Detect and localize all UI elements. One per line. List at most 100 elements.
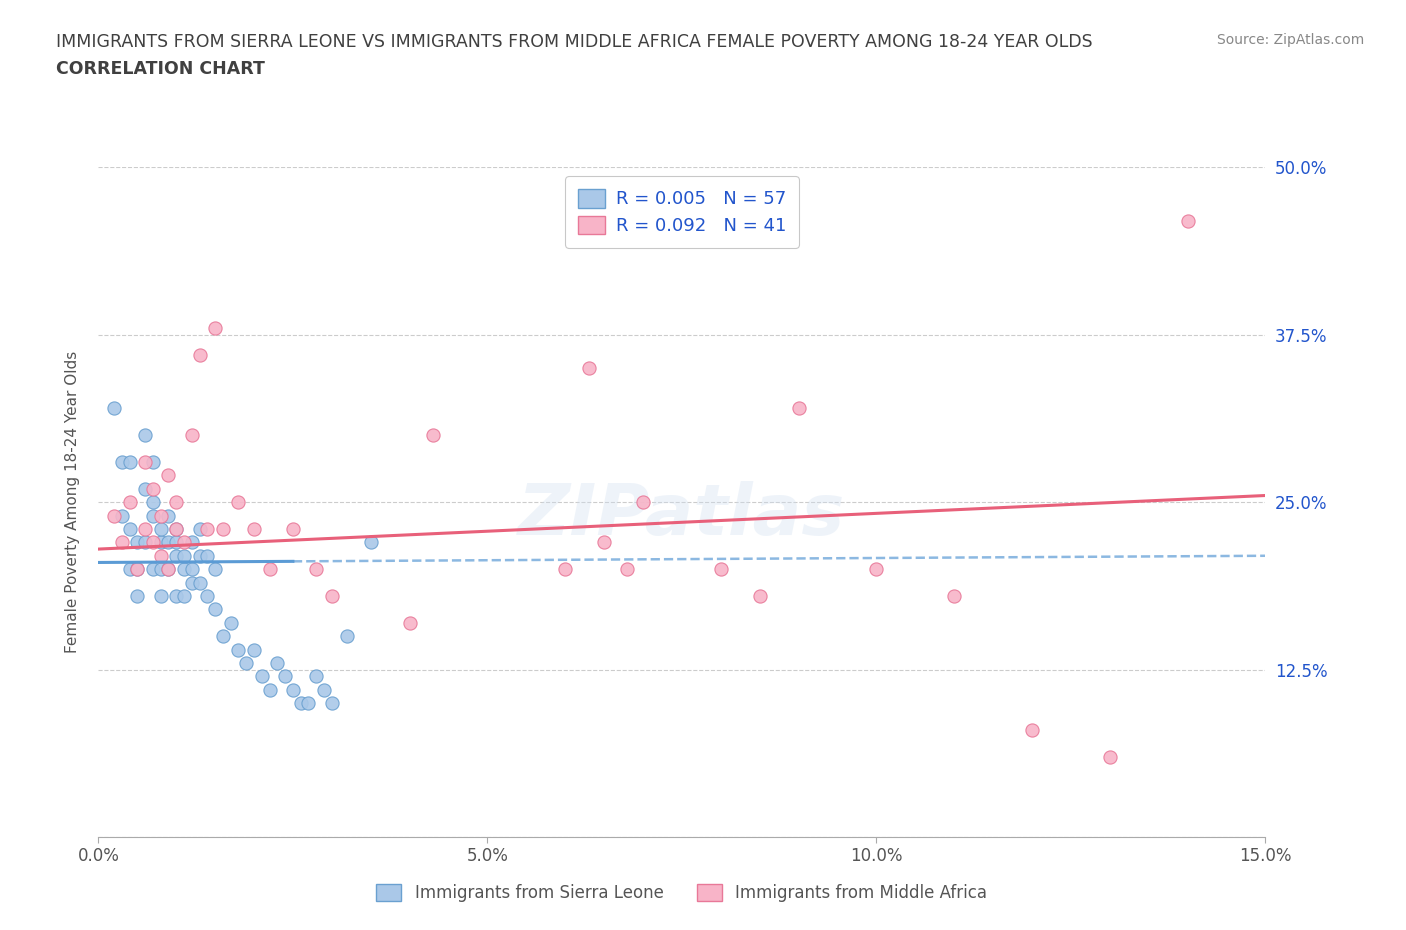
Point (188, 348, 211, 363)
Point (127, 562, 149, 577)
Point (157, 562, 180, 577)
Text: IMMIGRANTS FROM SIERRA LEONE VS IMMIGRANTS FROM MIDDLE AFRICA FEMALE POVERTY AMO: IMMIGRANTS FROM SIERRA LEONE VS IMMIGRAN… (56, 33, 1092, 50)
Point (111, 508, 134, 523)
Point (149, 589, 172, 604)
Point (312, 683, 335, 698)
Point (290, 696, 312, 711)
Point (165, 495, 187, 510)
Point (578, 361, 600, 376)
Point (118, 562, 141, 577)
Point (305, 669, 328, 684)
Point (243, 522, 266, 537)
Point (103, 508, 125, 523)
Point (195, 589, 218, 604)
Point (165, 535, 187, 550)
Point (195, 549, 218, 564)
Point (165, 522, 187, 537)
Point (710, 562, 733, 577)
Point (111, 535, 134, 550)
Point (321, 696, 343, 711)
Point (134, 522, 156, 537)
Point (142, 535, 165, 550)
Point (228, 495, 250, 510)
Point (165, 522, 187, 537)
Point (134, 535, 156, 550)
Point (188, 549, 211, 564)
Point (180, 562, 202, 577)
Point (118, 522, 141, 537)
Point (1098, 750, 1121, 764)
Point (173, 562, 195, 577)
Point (631, 495, 654, 510)
Legend: Immigrants from Sierra Leone, Immigrants from Middle Africa: Immigrants from Sierra Leone, Immigrants… (370, 878, 994, 909)
Point (748, 589, 770, 604)
Point (142, 495, 165, 510)
Point (188, 522, 211, 537)
Point (134, 455, 156, 470)
Point (103, 401, 125, 416)
Point (149, 522, 172, 537)
Point (142, 508, 165, 523)
Point (305, 562, 328, 577)
Point (165, 549, 187, 564)
Point (274, 669, 297, 684)
Point (321, 589, 343, 604)
Y-axis label: Female Poverty Among 18-24 Year Olds: Female Poverty Among 18-24 Year Olds (65, 352, 80, 654)
Point (173, 549, 195, 564)
Point (297, 696, 319, 711)
Point (204, 562, 226, 577)
Point (118, 455, 141, 470)
Point (554, 562, 576, 577)
Text: ZIPatlas: ZIPatlas (519, 481, 845, 550)
Point (787, 401, 810, 416)
Point (188, 575, 211, 590)
Point (398, 616, 420, 631)
Point (422, 428, 444, 443)
Point (173, 535, 195, 550)
Point (266, 656, 288, 671)
Point (616, 562, 638, 577)
Point (149, 562, 172, 577)
Point (134, 428, 156, 443)
Point (259, 683, 281, 698)
Point (180, 535, 202, 550)
Point (281, 683, 304, 698)
Point (865, 562, 887, 577)
Point (219, 616, 242, 631)
Point (180, 575, 202, 590)
Point (157, 508, 180, 523)
Point (127, 535, 149, 550)
Point (149, 535, 172, 550)
Point (111, 455, 134, 470)
Point (212, 522, 235, 537)
Point (204, 602, 226, 617)
Point (243, 642, 266, 657)
Point (250, 669, 273, 684)
Point (157, 468, 180, 483)
Point (212, 629, 235, 644)
Point (173, 589, 195, 604)
Point (142, 455, 165, 470)
Point (127, 562, 149, 577)
Point (142, 482, 165, 497)
Point (134, 482, 156, 497)
Point (1177, 214, 1199, 229)
Point (360, 535, 382, 550)
Point (281, 522, 304, 537)
Point (149, 549, 172, 564)
Point (1021, 723, 1043, 737)
Point (118, 495, 141, 510)
Point (204, 321, 226, 336)
Point (593, 535, 616, 550)
Point (157, 535, 180, 550)
Point (336, 629, 359, 644)
Point (195, 522, 218, 537)
Point (149, 508, 172, 523)
Point (228, 642, 250, 657)
Point (259, 562, 281, 577)
Point (142, 562, 165, 577)
Point (165, 589, 187, 604)
Text: CORRELATION CHART: CORRELATION CHART (56, 60, 266, 78)
Point (180, 428, 202, 443)
Point (127, 589, 149, 604)
